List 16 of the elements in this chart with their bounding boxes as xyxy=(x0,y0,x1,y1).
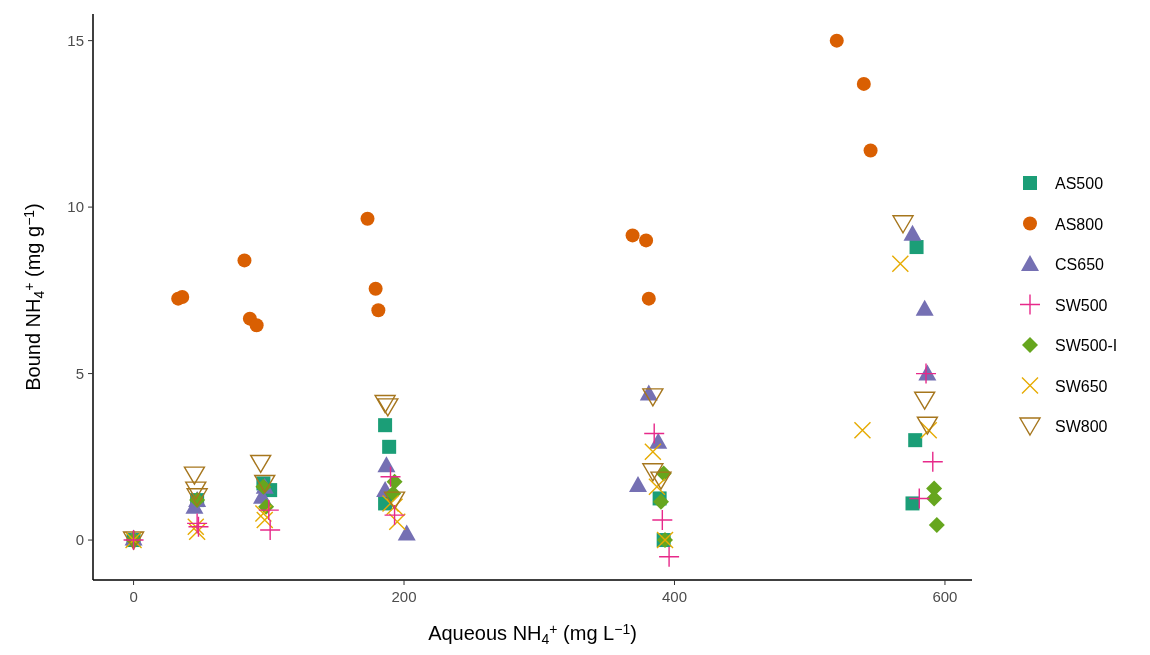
x-axis-title: Aqueous NH$_{4}$$^{+}$ (mg L$^{−1}$) xyxy=(428,620,637,647)
y-tick-label: 15 xyxy=(67,31,84,49)
y-tick-label: 5 xyxy=(75,364,84,382)
legend-label: CS650 xyxy=(1055,256,1105,273)
x-tick-label: 0 xyxy=(129,588,138,605)
legend-label: AS500 xyxy=(1055,175,1104,192)
x-tick-label: 400 xyxy=(661,588,688,605)
legend-label: AS800 xyxy=(1055,215,1104,233)
y-tick-label: 10 xyxy=(67,198,84,216)
legend-label: SW800 xyxy=(1055,418,1108,435)
legend-label: SW650 xyxy=(1055,377,1108,395)
x-tick-label: 600 xyxy=(932,588,958,605)
legend-label: SW500-I xyxy=(1055,337,1118,354)
legend-label: SW500 xyxy=(1055,296,1108,314)
x-tick-label: 200 xyxy=(391,588,417,605)
y-tick-label: 0 xyxy=(75,531,84,549)
